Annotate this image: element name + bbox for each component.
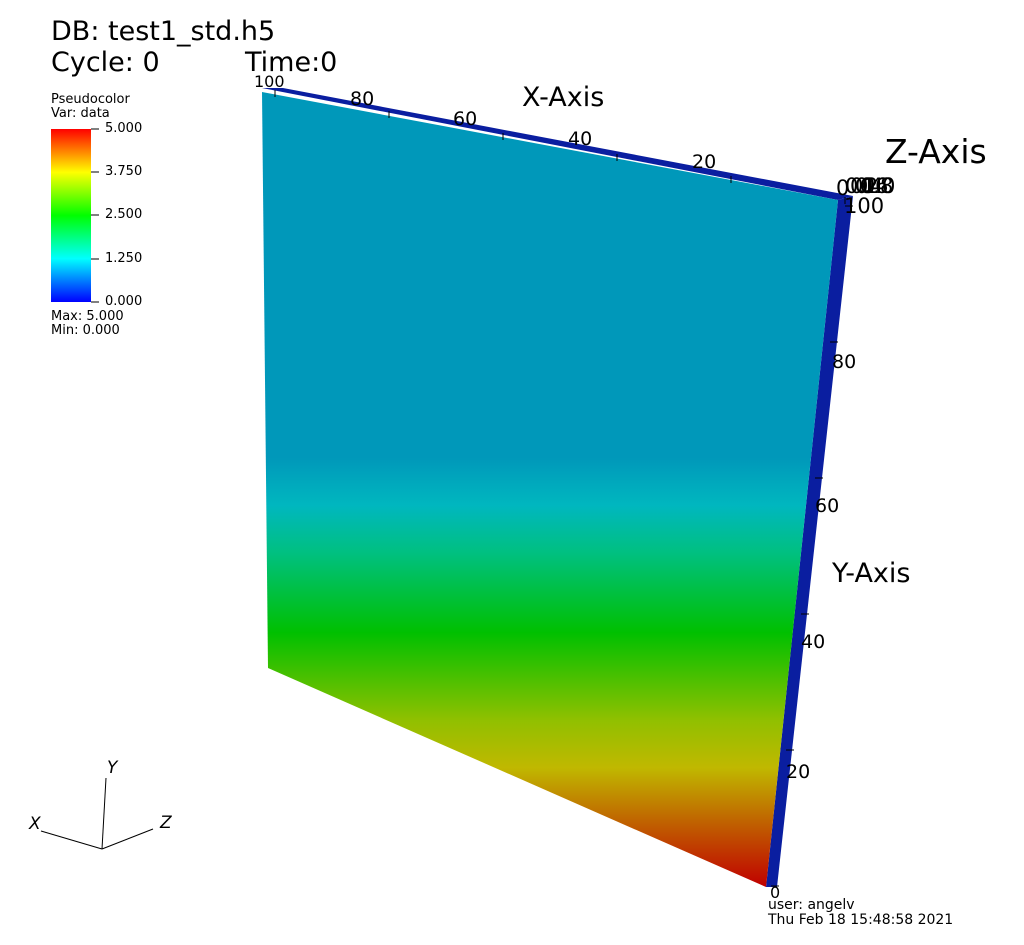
z-tick-label: 0.6 [855,174,888,198]
legend-ticks [91,128,99,303]
time-label: Time:0 [245,47,338,78]
triad-z-label: Z [159,813,172,833]
x-tick-label: 60 [453,108,477,130]
y-tick-label: 0 [770,883,780,902]
x-tick-label: 80 [350,88,374,110]
z-tick-labels: 0 0.2 0.4 0.6 0.8 1.0 0 [836,174,895,200]
x-tick-label: 20 [692,151,716,173]
z-tick-label: 0.8 [860,174,893,198]
legend-min: Min: 0.000 [51,323,120,338]
z-tick-label: 1.0 [862,174,895,198]
database-label: DB: test1_std.h5 [51,16,276,47]
legend-tick-label: 5.000 [105,121,143,136]
y-tick-label: 80 [832,351,856,373]
legend-tick-label: 3.750 [105,164,143,179]
y-tick-label: 20 [786,761,810,783]
legend-color-bar [51,129,91,302]
legend-plot-type: Pseudocolor [51,92,130,107]
slab-top-edge [262,88,853,200]
z-axis-title: Z-Axis [885,132,987,171]
z-tick-label: 0.2 [845,174,878,198]
y-tick-label: 100 [844,194,884,218]
user-label: user: angelv [768,897,855,913]
x-tick-label: 40 [568,128,592,150]
legend-tick-label: 0.000 [105,294,143,309]
legend-tick-label: 1.250 [105,251,143,266]
y-axis-title: Y-Axis [831,558,910,589]
x-tick-label: 100 [254,72,285,91]
x-axis-ticks [274,90,846,204]
slab-right-side [766,196,853,887]
triad-y-label: Y [107,758,119,778]
legend-tick-label: 2.500 [105,207,143,222]
x-axis-title: X-Axis [522,82,604,113]
orientation-triad [40,777,154,850]
y-tick-label: 60 [815,495,839,517]
legend-max: Max: 5.000 [51,309,124,324]
triad-x-label: X [28,814,41,834]
z-tick-label: 0.4 [850,174,883,198]
cycle-label: Cycle: 0 [51,47,160,78]
y-axis-ticks [771,205,853,887]
date-label: Thu Feb 18 15:48:58 2021 [768,912,954,928]
legend-variable: Var: data [51,106,110,121]
x-tick-label: 0 [862,174,875,198]
z-tick-label: 0 [836,176,849,200]
data-face [262,92,838,887]
y-tick-label: 40 [801,631,825,653]
